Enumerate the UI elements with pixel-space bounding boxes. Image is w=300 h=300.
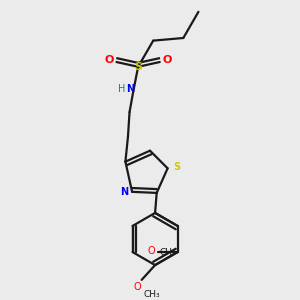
Text: S: S [173, 162, 180, 172]
Text: S: S [134, 62, 142, 72]
Text: CH₃: CH₃ [143, 290, 160, 299]
Text: O: O [147, 246, 155, 256]
Text: N: N [126, 84, 134, 94]
Text: CH₃: CH₃ [160, 248, 177, 256]
Text: O: O [105, 56, 114, 65]
Text: O: O [162, 56, 171, 65]
Text: H: H [118, 84, 125, 94]
Text: O: O [134, 282, 141, 292]
Text: N: N [120, 188, 128, 197]
